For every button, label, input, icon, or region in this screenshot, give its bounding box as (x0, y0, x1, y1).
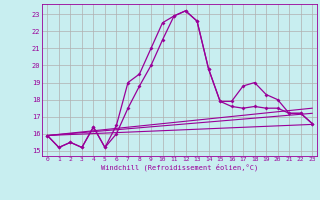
X-axis label: Windchill (Refroidissement éolien,°C): Windchill (Refroidissement éolien,°C) (100, 164, 258, 171)
